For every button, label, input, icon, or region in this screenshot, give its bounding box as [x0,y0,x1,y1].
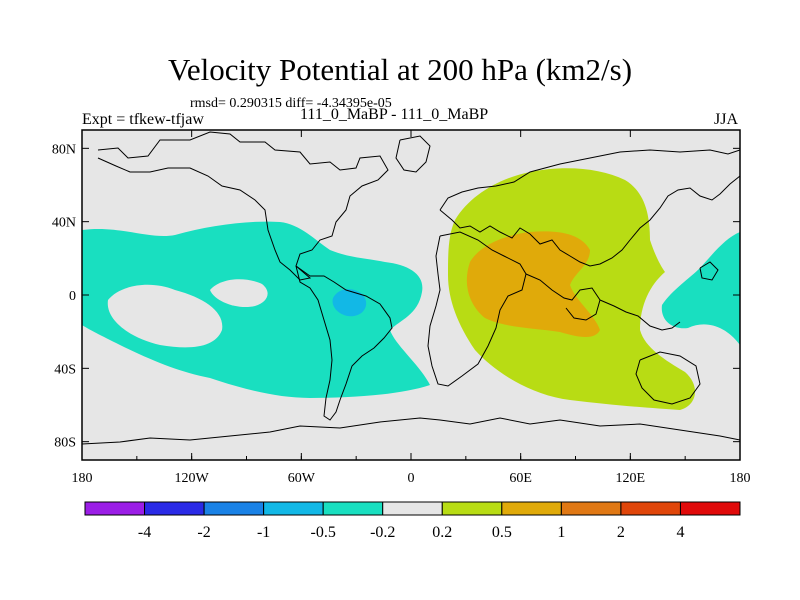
contour-negative-west-pacific [661,232,740,345]
lat-tick-label: 80N [52,142,76,157]
contour-negative-pacific-atlantic [82,221,430,398]
stats-label: rmsd= 0.290315 diff= -4.34395e-05 [190,96,392,111]
lat-tick-label: 80S [54,436,76,451]
lon-tick-label: 120E [616,471,646,486]
colorbar-label: 1 [557,524,565,541]
lat-tick-label: 40S [54,362,76,377]
experiment-label: Expt = tfkew-tfjaw [82,111,204,128]
coastlines [82,131,740,445]
lon-tick-label: 180 [72,471,93,486]
lon-tick-label: 60W [288,471,316,486]
latitude-axis: 80N 40N 0 40S 80S [52,142,740,451]
colorbar-label: 0.2 [432,524,452,541]
colorbar-label: 2 [617,524,625,541]
colorbar-label: -2 [197,524,210,541]
colorbar-swatch [382,501,443,516]
lon-tick-label: 0 [408,471,415,486]
colorbar-swatch [441,501,503,516]
colorbar-label: 4 [676,524,684,541]
longitude-axis: 180 120W 60W 0 60E 120E 180 [72,130,751,486]
lon-tick-label: 60E [509,471,532,486]
colorbar-label: -4 [138,524,151,541]
colorbar-swatch [560,501,622,516]
lon-tick-label: 180 [730,471,751,486]
colorbar-swatch [679,501,741,516]
case-label: 111_0_MaBP - 111_0_MaBP [300,106,489,123]
colorbar-swatch [620,501,681,516]
colorbar-swatch [322,501,384,516]
lat-tick-label: 0 [69,289,76,304]
colorbar-label: -0.5 [311,524,336,541]
colorbar-label: 0.5 [492,524,512,541]
colorbar-swatch [84,501,146,516]
colorbar-swatch [144,501,205,516]
season-label: JJA [714,111,739,128]
contour-negative-core [332,289,367,317]
colorbar-swatch [263,501,324,516]
colorbar-swatch [501,501,562,516]
lon-tick-label: 120W [175,471,210,486]
contour-hole-east-pacific [107,284,223,348]
contour-hole-north-pacific [210,279,268,308]
chart-title: Velocity Potential at 200 hPa (km2/s) [167,52,633,87]
lat-tick-label: 40N [52,216,76,231]
colorbar: -4 -2 -1 -0.5 -0.2 0.2 0.5 1 2 4 [84,501,741,541]
colorbar-label: -1 [257,524,270,541]
colorbar-label: -0.2 [370,524,395,541]
colorbar-swatch [203,501,265,516]
